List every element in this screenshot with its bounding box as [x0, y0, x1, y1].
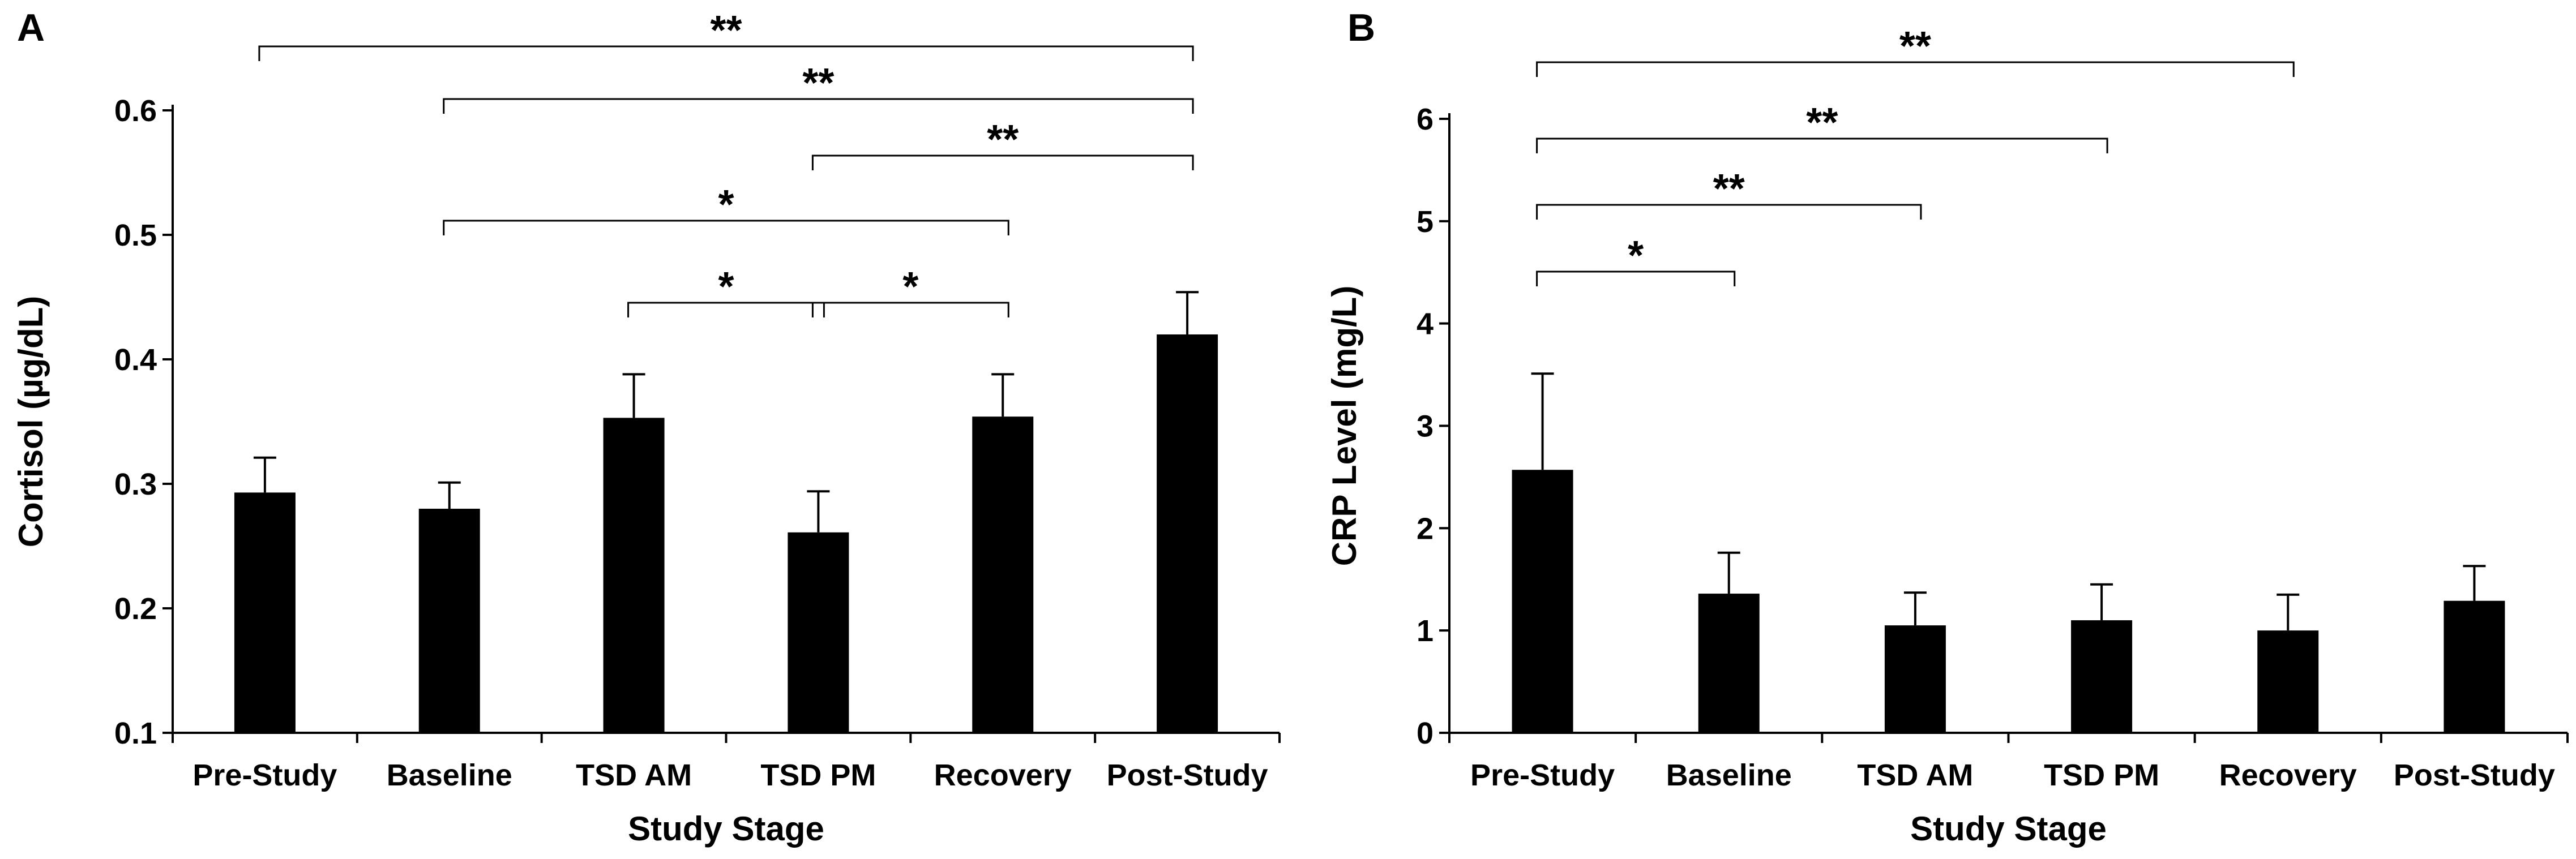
- panel-label: A: [17, 6, 45, 49]
- y-tick-label: 0.1: [114, 716, 157, 750]
- bar: [1157, 334, 1218, 733]
- x-tick-label: TSD PM: [2044, 758, 2159, 792]
- x-tick-label: TSD AM: [1857, 758, 1973, 792]
- bar: [234, 492, 296, 733]
- panel-a: A 0.1 0.2 0.3 0.4 0.5 0.6 Pre-Study Baseline TSD …: [12, 6, 1281, 848]
- x-tick-label: Baseline: [1666, 758, 1792, 792]
- y-axis-title: CRP Level (mg/L): [1325, 286, 1363, 566]
- bar: [1698, 594, 1760, 733]
- significance-label: **: [802, 61, 834, 106]
- y-axis-title: Cortisol (µg/dL): [12, 296, 50, 548]
- significance-bracket: [1536, 138, 2108, 153]
- significance-bracket: [443, 98, 1194, 114]
- significance-label: *: [718, 182, 734, 227]
- y-tick-label: 6: [1417, 102, 1434, 136]
- bar: [2444, 600, 2505, 733]
- significance-label: **: [1806, 100, 1838, 145]
- bar: [2071, 620, 2133, 733]
- y-tick-label: 2: [1417, 512, 1434, 546]
- y-tick-label: 0.4: [114, 343, 157, 377]
- x-tick-label: TSD PM: [760, 758, 876, 792]
- significance-bracket: [258, 45, 1194, 61]
- significance-label: **: [710, 8, 742, 53]
- x-tick-label: Post-Study: [2394, 758, 2555, 792]
- significance-bracket: [811, 154, 1194, 170]
- x-tick-label: TSD AM: [576, 758, 692, 792]
- y-tick-label: 1: [1417, 614, 1434, 648]
- significance-label: **: [1899, 24, 1931, 69]
- bar: [1884, 625, 1946, 733]
- x-tick-label: Recovery: [934, 758, 1072, 792]
- panel-label: B: [1347, 6, 1375, 49]
- significance-bracket: [443, 220, 1009, 235]
- y-tick-label: 5: [1417, 205, 1434, 239]
- significance-label: *: [718, 264, 734, 310]
- y-tick-label: 0.6: [114, 94, 157, 128]
- significance-label: **: [1713, 166, 1745, 212]
- y-tick-label: 0.2: [114, 592, 157, 626]
- y-tick-label: 0.3: [114, 467, 157, 501]
- x-tick-label: Pre-Study: [1470, 758, 1615, 792]
- significance-label: *: [902, 264, 918, 310]
- significance-bracket: [811, 302, 1009, 317]
- bar: [418, 509, 480, 733]
- significance-bracket: [1536, 270, 1736, 286]
- bar: [788, 532, 849, 733]
- bar: [603, 418, 665, 733]
- x-tick-label: Post-Study: [1107, 758, 1268, 792]
- panel-b: B 0 1 2 3 4 5 6 Pre-Study Baseline TSD AM TSD PM Rec…: [1325, 6, 2569, 848]
- y-tick-label: 4: [1417, 307, 1434, 341]
- x-tick-label: Pre-Study: [192, 758, 337, 792]
- bar: [972, 416, 1034, 733]
- x-axis-title: Study Stage: [628, 810, 824, 848]
- significance-bracket: [627, 302, 825, 317]
- bar: [1512, 470, 1573, 733]
- significance-bracket: [1536, 204, 1922, 220]
- y-tick-label: 3: [1417, 410, 1434, 444]
- y-tick-label: 0.5: [114, 218, 157, 252]
- bar: [2257, 630, 2319, 733]
- x-tick-label: Recovery: [2219, 758, 2357, 792]
- x-tick-label: Baseline: [387, 758, 512, 792]
- significance-bracket: [1536, 61, 2295, 77]
- x-axis-title: Study Stage: [1910, 810, 2107, 848]
- significance-label: *: [1628, 233, 1644, 278]
- significance-label: **: [987, 117, 1019, 162]
- y-tick-label: 0: [1417, 716, 1434, 750]
